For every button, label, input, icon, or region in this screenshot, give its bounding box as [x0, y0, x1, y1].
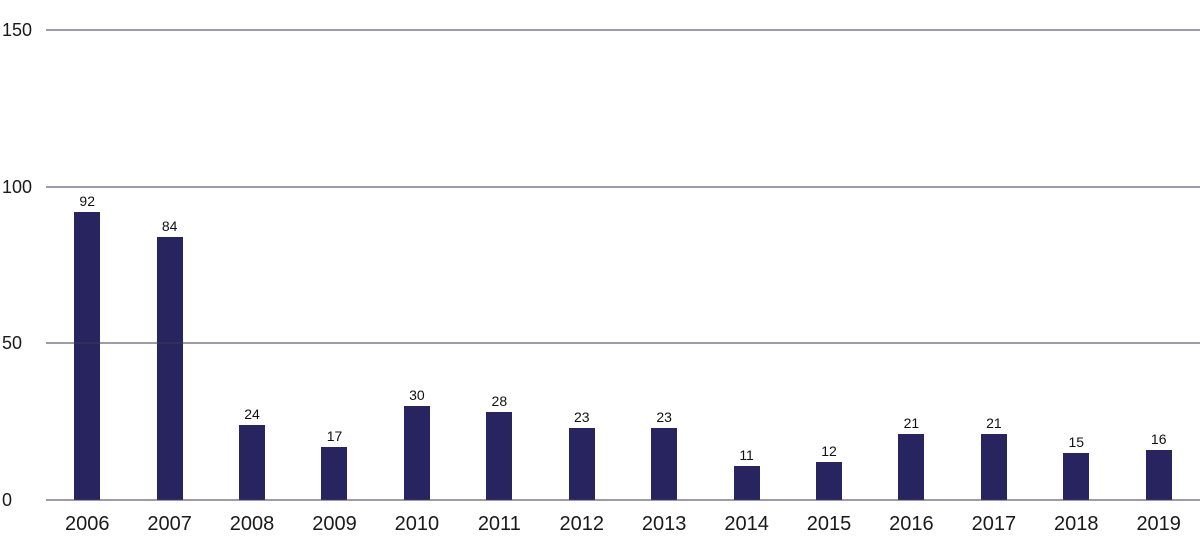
bar — [568, 427, 595, 500]
y-axis-tick-label: 150 — [2, 20, 33, 40]
gridline — [46, 186, 1200, 188]
bar-value-label: 15 — [1068, 434, 1085, 450]
bar-value-label: 12 — [821, 443, 837, 460]
bar-value-label: 28 — [491, 393, 508, 410]
bar — [321, 446, 348, 500]
gridline — [46, 29, 1200, 31]
bar-group: 92 — [46, 30, 128, 500]
bar — [816, 462, 842, 500]
bar-group: 23 — [541, 30, 623, 500]
x-axis-category-label: 2013 — [641, 513, 687, 535]
bar-value-label: 30 — [409, 387, 425, 403]
x-axis-category-label: 2019 — [1136, 513, 1181, 535]
bar — [74, 211, 101, 500]
bar-group: 16 — [1117, 30, 1199, 500]
x-axis-category-label: 2010 — [394, 513, 440, 535]
bar-group: 84 — [128, 30, 210, 500]
y-axis-tick-label: 50 — [2, 333, 23, 354]
bar-value-label: 23 — [656, 408, 672, 425]
bar — [156, 236, 183, 500]
bar-group: 23 — [623, 30, 705, 500]
x-axis-category-label: 2016 — [889, 513, 934, 535]
bar — [1145, 449, 1172, 500]
x-axis-category-label: 2017 — [971, 513, 1017, 535]
y-axis-tick-label: 0 — [2, 490, 13, 510]
bar — [403, 406, 430, 500]
x-axis-category-label: 2009 — [312, 513, 357, 535]
bar-value-label: 21 — [903, 415, 920, 432]
x-axis-category-label: 2011 — [477, 513, 521, 535]
bar-group: 17 — [293, 30, 375, 500]
bar-group: 21 — [870, 30, 952, 500]
bar-value-label: 11 — [739, 446, 754, 463]
bar-value-label: 23 — [573, 408, 590, 425]
bar-value-label: 84 — [161, 217, 178, 234]
x-axis-category-label: 2018 — [1054, 513, 1099, 535]
x-axis-category-label: 2015 — [806, 513, 852, 535]
x-axis-labels: 2006 2007 2008 2009 2010 2011 2012 2013 2014 2015… — [46, 500, 1200, 557]
y-axis-tick-label: 100 — [2, 176, 33, 197]
bar-value-label: 17 — [326, 427, 343, 444]
x-axis-category-label: 2008 — [229, 513, 275, 535]
plot-area: 92 84 24 17 30 28 23 23 11 12 21 21 15 16 0 50 100 150 — [2, 21, 1200, 509]
bar-value-label: 24 — [244, 405, 260, 422]
bars-row: 92 84 24 17 30 28 23 23 11 12 21 21 15 16 — [46, 30, 1200, 500]
bar — [239, 424, 266, 500]
bar-value-label: 92 — [79, 192, 95, 209]
bar — [651, 427, 678, 500]
bar-group: 24 — [211, 30, 293, 500]
bar — [733, 465, 760, 500]
bar — [980, 434, 1007, 500]
bar-group: 12 — [788, 30, 870, 500]
gridline — [46, 499, 1200, 501]
bar-value-label: 21 — [986, 415, 1002, 432]
bar — [1063, 453, 1090, 500]
bar-group: 11 — [705, 30, 787, 500]
bar-group: 15 — [1035, 30, 1117, 500]
bar-group: 30 — [376, 30, 458, 500]
x-axis-category-label: 2006 — [64, 513, 110, 535]
bar-group: 28 — [458, 30, 540, 500]
bar-group: 21 — [953, 30, 1035, 500]
gridline — [46, 342, 1200, 344]
bar — [486, 412, 513, 500]
x-axis-category-label: 2012 — [559, 513, 604, 535]
x-axis-category-label: 2007 — [147, 513, 192, 535]
bar-value-label: 16 — [1150, 430, 1167, 447]
bar — [898, 434, 925, 500]
x-axis-category-label: 2014 — [724, 513, 769, 535]
